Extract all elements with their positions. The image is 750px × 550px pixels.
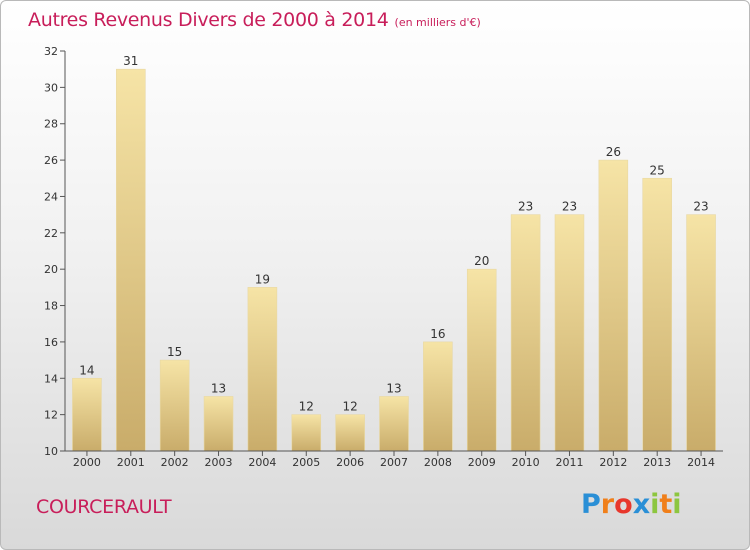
bar-2006[interactable] bbox=[335, 414, 365, 452]
data-label: 20 bbox=[474, 254, 489, 268]
bars: 14 31 15 13 19 12 12 13 16 20 23 23 26 25 23 bbox=[72, 54, 716, 452]
logo-letter: i bbox=[672, 489, 682, 520]
y-tick-label: 14 bbox=[44, 372, 58, 385]
x-axis: 2000 2001 2002 2003 2004 2005 2006 2007 2008 2009… bbox=[65, 450, 723, 469]
y-tick-label: 18 bbox=[44, 300, 58, 313]
x-tick-label: 2002 bbox=[161, 456, 189, 469]
bar-2013[interactable] bbox=[642, 177, 672, 452]
title-row: Autres Revenus Divers de 2000 à 2014 (en … bbox=[28, 9, 481, 31]
x-tick-label: 2006 bbox=[336, 456, 364, 469]
data-label: 12 bbox=[299, 400, 314, 414]
data-label: 14 bbox=[79, 363, 94, 377]
bar-2008[interactable] bbox=[423, 341, 453, 452]
x-tick-label: 2005 bbox=[292, 456, 320, 469]
y-tick-label: 12 bbox=[44, 409, 58, 422]
bar-2005[interactable] bbox=[291, 414, 322, 452]
bar-2004[interactable] bbox=[247, 287, 278, 452]
x-tick-label: 2008 bbox=[424, 456, 452, 469]
y-tick-label: 16 bbox=[44, 336, 58, 349]
y-tick-label: 22 bbox=[44, 227, 58, 240]
y-axis: 10 12 14 16 18 20 22 24 26 28 30 32 bbox=[44, 45, 66, 458]
bar-2012[interactable] bbox=[598, 159, 629, 452]
y-tick-label: 24 bbox=[44, 190, 58, 203]
y-tick-label: 28 bbox=[44, 118, 58, 131]
x-tick-label: 2000 bbox=[73, 456, 101, 469]
bar-2002[interactable] bbox=[159, 359, 190, 452]
data-label: 25 bbox=[650, 163, 665, 177]
bar-2010[interactable] bbox=[510, 214, 541, 452]
chart-title: Autres Revenus Divers de 2000 à 2014 bbox=[28, 9, 389, 31]
data-label: 19 bbox=[255, 272, 270, 286]
logo-letter: o bbox=[614, 489, 633, 520]
x-tick-label: 2001 bbox=[117, 456, 145, 469]
commune-name: COURCERAULT bbox=[36, 496, 172, 518]
y-tick-label: 32 bbox=[44, 45, 58, 58]
data-label: 15 bbox=[167, 345, 182, 359]
x-tick-label: 2010 bbox=[512, 456, 540, 469]
data-label: 16 bbox=[430, 327, 445, 341]
bar-2014[interactable] bbox=[686, 214, 716, 452]
x-tick-label: 2014 bbox=[687, 456, 715, 469]
logo-letter: i bbox=[650, 489, 660, 520]
data-label: 13 bbox=[211, 381, 226, 395]
bar-2009[interactable] bbox=[466, 268, 497, 452]
logo-letter: t bbox=[659, 489, 673, 520]
x-tick-label: 2012 bbox=[599, 456, 627, 469]
bar-2003[interactable] bbox=[203, 396, 234, 452]
chart-subtitle: (en milliers d'€) bbox=[394, 16, 481, 29]
data-label: 31 bbox=[123, 54, 138, 68]
data-label: 12 bbox=[342, 400, 357, 414]
bar-2011[interactable] bbox=[554, 214, 585, 452]
y-tick-label: 20 bbox=[44, 263, 58, 276]
logo-letter: r bbox=[600, 489, 615, 520]
data-label: 23 bbox=[693, 200, 708, 214]
x-tick-label: 2004 bbox=[248, 456, 276, 469]
y-tick-label: 26 bbox=[44, 154, 58, 167]
x-tick-label: 2011 bbox=[555, 456, 583, 469]
x-tick-label: 2007 bbox=[380, 456, 408, 469]
y-tick-label: 10 bbox=[44, 445, 58, 458]
logo-letter: x bbox=[632, 489, 651, 520]
bar-2007[interactable] bbox=[379, 396, 409, 452]
data-label: 26 bbox=[606, 145, 621, 159]
data-label: 23 bbox=[518, 200, 533, 214]
bar-2000[interactable] bbox=[72, 377, 102, 452]
x-tick-label: 2003 bbox=[205, 456, 233, 469]
logo-letter: P bbox=[581, 489, 601, 520]
data-label: 13 bbox=[386, 381, 401, 395]
proxiti-logo[interactable]: Proxiti bbox=[581, 489, 682, 520]
x-tick-label: 2013 bbox=[643, 456, 671, 469]
x-tick-label: 2009 bbox=[468, 456, 496, 469]
bar-2001[interactable] bbox=[116, 68, 146, 452]
data-label: 23 bbox=[562, 200, 577, 214]
y-tick-label: 30 bbox=[44, 81, 58, 94]
